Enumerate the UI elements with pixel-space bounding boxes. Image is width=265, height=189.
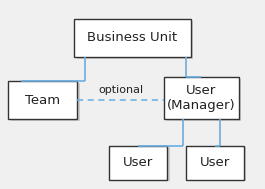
- FancyBboxPatch shape: [77, 21, 193, 59]
- FancyBboxPatch shape: [188, 147, 246, 181]
- Text: Business Unit: Business Unit: [87, 31, 178, 44]
- FancyBboxPatch shape: [109, 146, 167, 180]
- Text: User: User: [200, 156, 230, 169]
- FancyBboxPatch shape: [164, 77, 238, 119]
- Text: Team: Team: [25, 94, 60, 107]
- FancyBboxPatch shape: [74, 19, 191, 57]
- Text: User: User: [123, 156, 153, 169]
- Text: optional: optional: [98, 85, 143, 95]
- Text: User
(Manager): User (Manager): [167, 84, 236, 112]
- FancyBboxPatch shape: [111, 147, 170, 181]
- FancyBboxPatch shape: [167, 79, 241, 121]
- FancyBboxPatch shape: [11, 83, 80, 121]
- FancyBboxPatch shape: [8, 81, 77, 119]
- FancyBboxPatch shape: [186, 146, 244, 180]
